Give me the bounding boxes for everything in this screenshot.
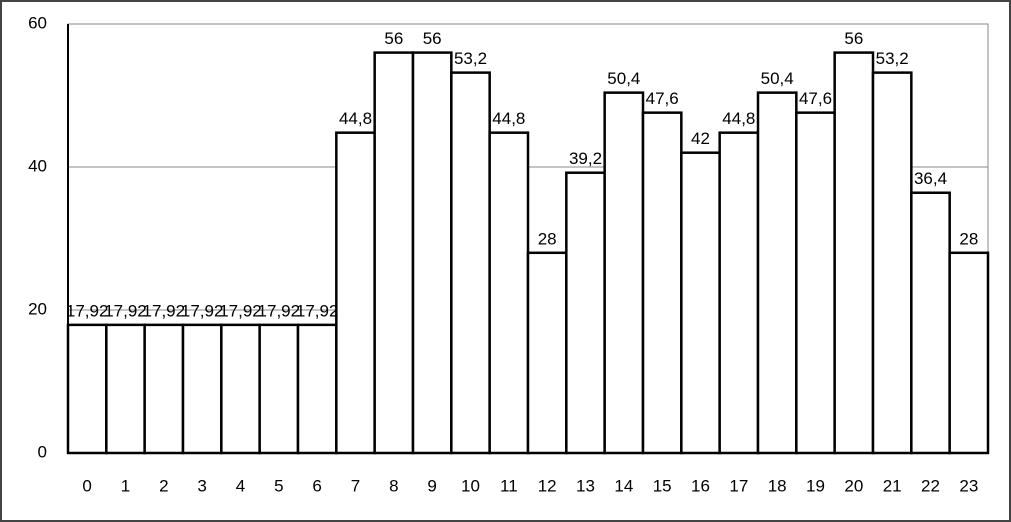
- data-label: 28: [959, 229, 978, 248]
- y-tick-label: 20: [28, 299, 47, 318]
- x-tick-label: 13: [576, 476, 595, 495]
- bar: [910, 191, 951, 455]
- data-label: 47,6: [646, 89, 679, 108]
- data-label: 17,92: [296, 301, 339, 320]
- bar: [603, 91, 645, 455]
- bar: [565, 171, 606, 455]
- data-label: 56: [844, 29, 863, 48]
- data-label: 44,8: [722, 109, 755, 128]
- data-label: 17,92: [104, 301, 147, 320]
- x-tick-label: 22: [921, 476, 940, 495]
- data-label: 17,92: [143, 301, 186, 320]
- bar: [833, 51, 875, 455]
- data-label: 17,92: [219, 301, 262, 320]
- x-tick-label: 2: [159, 476, 168, 495]
- bar: [488, 131, 530, 455]
- x-tick-label: 3: [197, 476, 206, 495]
- data-label: 17,92: [181, 301, 224, 320]
- data-label: 36,4: [914, 169, 947, 188]
- data-label: 28: [538, 229, 557, 248]
- x-tick-label: 6: [312, 476, 321, 495]
- x-tick-label: 21: [883, 476, 902, 495]
- x-tick-label: 20: [844, 476, 863, 495]
- data-label: 17,92: [66, 301, 109, 320]
- x-tick-label: 14: [614, 476, 633, 495]
- data-label: 47,6: [799, 89, 832, 108]
- data-label: 53,2: [876, 49, 909, 68]
- x-tick-label: 8: [389, 476, 398, 495]
- x-tick-label: 17: [729, 476, 748, 495]
- bar: [66, 323, 108, 455]
- x-tick-label: 4: [236, 476, 245, 495]
- data-label: 44,8: [492, 109, 525, 128]
- x-tick-label: 15: [653, 476, 672, 495]
- x-tick-label: 23: [959, 476, 978, 495]
- data-label: 17,92: [258, 301, 301, 320]
- y-tick-label: 60: [28, 13, 47, 32]
- data-label: 50,4: [761, 69, 794, 88]
- x-tick-label: 16: [691, 476, 710, 495]
- data-label: 44,8: [339, 109, 372, 128]
- bar: [373, 51, 415, 455]
- bar: [450, 71, 491, 455]
- bar: [871, 71, 913, 455]
- bar: [680, 151, 721, 455]
- x-tick-label: 18: [768, 476, 787, 495]
- bar: [105, 323, 146, 455]
- x-tick-label: 7: [351, 476, 360, 495]
- bar: [948, 251, 990, 455]
- bar: [258, 323, 300, 455]
- x-tick-label: 19: [806, 476, 825, 495]
- x-tick-label: 9: [427, 476, 436, 495]
- data-label: 53,2: [454, 49, 487, 68]
- data-label: 42: [691, 129, 710, 148]
- bar: [718, 131, 760, 455]
- x-tick-label: 0: [82, 476, 91, 495]
- bar: [795, 111, 836, 455]
- y-tick-label: 40: [28, 156, 47, 175]
- x-tick-label: 12: [538, 476, 557, 495]
- bar: [411, 51, 453, 455]
- bar: [143, 323, 185, 455]
- data-label: 39,2: [569, 149, 602, 168]
- x-tick-label: 1: [121, 476, 130, 495]
- bar: [296, 323, 338, 455]
- data-label: 50,4: [607, 69, 640, 88]
- bar: [181, 323, 223, 455]
- bar: [526, 251, 568, 455]
- x-tick-label: 10: [461, 476, 480, 495]
- y-tick-label: 0: [38, 442, 47, 461]
- data-label: 56: [384, 29, 403, 48]
- data-label: 56: [423, 29, 442, 48]
- bar: [641, 111, 683, 455]
- bar: [335, 131, 376, 455]
- x-tick-label: 11: [500, 476, 518, 495]
- bar: [220, 323, 261, 455]
- x-tick-label: 5: [274, 476, 283, 495]
- bar: [756, 91, 798, 455]
